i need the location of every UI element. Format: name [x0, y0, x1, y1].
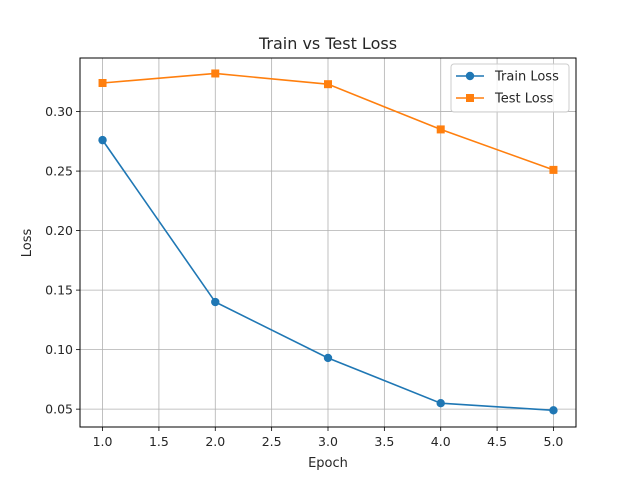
- test-loss-point: [549, 165, 558, 174]
- x-tick-label: 5.0: [544, 434, 564, 449]
- train-loss-point: [549, 406, 558, 415]
- x-tick-label: 3.5: [374, 434, 394, 449]
- train-loss-point: [323, 353, 333, 363]
- y-tick-label: 0.25: [45, 164, 73, 179]
- y-tick-label: 0.15: [45, 283, 73, 298]
- x-tick-label: 3.0: [318, 434, 338, 449]
- train-loss-point: [98, 135, 107, 145]
- x-tick-label: 2.0: [205, 434, 225, 449]
- legend-swatch-marker: [466, 94, 474, 102]
- test-loss-point: [436, 125, 445, 134]
- x-tick-label: 1.0: [93, 434, 113, 449]
- test-loss-series: [98, 69, 558, 174]
- x-tick-label: 4.0: [431, 434, 451, 449]
- test-loss-point: [211, 69, 220, 78]
- y-tick-label: 0.10: [45, 342, 73, 357]
- legend-item-test-loss: Test Loss: [456, 92, 553, 107]
- y-tick-label: 0.30: [45, 104, 73, 119]
- x-tick-label: 1.5: [149, 434, 169, 449]
- y-axis: 0.05 0.10 0.15 0.20 0.25 0.30: [45, 104, 80, 417]
- test-loss-point: [324, 80, 332, 89]
- y-tick-label: 0.05: [45, 402, 73, 417]
- legend-label: Test Loss: [494, 92, 553, 107]
- x-axis: 1.0 1.5 2.0 2.5 3.0 3.5 4.0 4.5 5.0: [93, 427, 564, 449]
- legend-label: Train Loss: [494, 70, 559, 85]
- train-loss-point: [436, 398, 445, 408]
- y-axis-label: Loss: [20, 229, 35, 258]
- chart-title: Train vs Test Loss: [258, 34, 397, 53]
- grid: [80, 58, 576, 427]
- x-tick-label: 2.5: [262, 434, 282, 449]
- test-loss-point: [98, 78, 107, 87]
- x-axis-label: Epoch: [308, 456, 348, 471]
- legend-item-train-loss: Train Loss: [456, 70, 559, 85]
- y-tick-label: 0.20: [45, 223, 73, 238]
- train-loss-point: [211, 297, 220, 307]
- train-loss-series: [98, 135, 558, 415]
- legend: Train Loss Test Loss: [450, 63, 570, 113]
- series-layer: [98, 69, 558, 415]
- legend-swatch-marker: [465, 71, 475, 81]
- x-tick-label: 4.5: [487, 434, 507, 449]
